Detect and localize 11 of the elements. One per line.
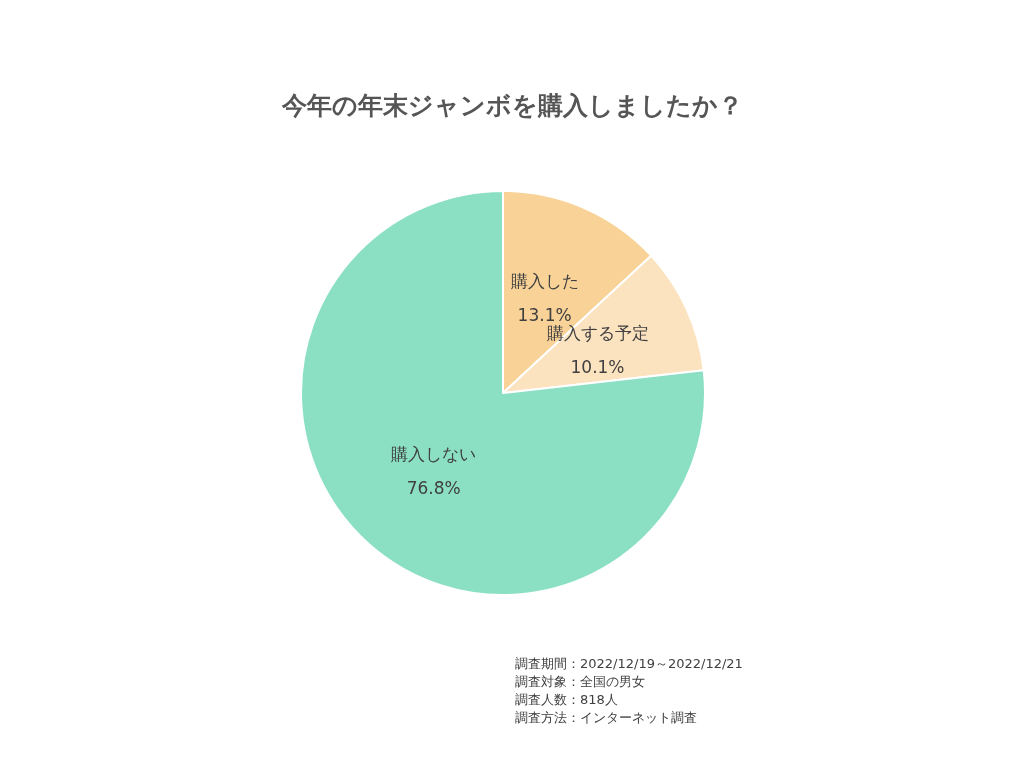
data-label: 10.1% (570, 356, 625, 377)
slice-label: 購入した (510, 270, 579, 291)
text: 調査期間：2022/12/19～2022/12/21 (515, 656, 743, 671)
slice-label: 購入しない (391, 443, 477, 464)
text: 調査対象：全国の男女 (515, 674, 645, 689)
text: 調査方法：インターネット調査 (515, 710, 697, 725)
data-label: 13.1% (517, 304, 572, 325)
text: 調査人数：818人 (515, 692, 618, 707)
slice-label: 購入する予定 (546, 322, 649, 343)
data-label: 76.8% (406, 477, 461, 498)
chart-title: 今年の年末ジャンボを購入しましたか？ (280, 91, 743, 120)
